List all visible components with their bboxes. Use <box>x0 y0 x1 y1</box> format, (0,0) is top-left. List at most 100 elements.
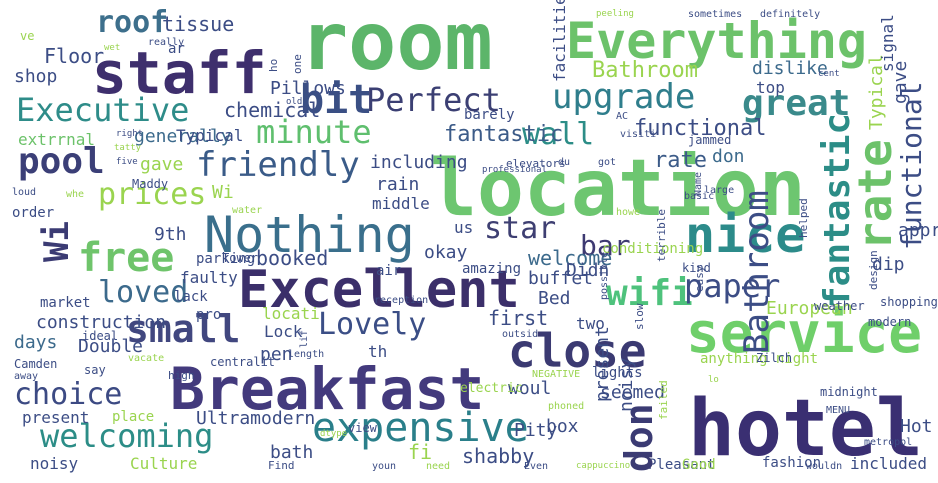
word-weather: elevators <box>506 157 566 170</box>
word-dtype: definitely <box>760 9 821 20</box>
word-phoned: jammed <box>688 133 732 147</box>
word-negative: helped <box>797 198 810 238</box>
word-possible: Maddy <box>132 177 169 191</box>
word-roo: lo <box>708 375 719 385</box>
word-youn: one <box>291 54 304 74</box>
word-excellent: Excellent <box>238 260 520 320</box>
word-barely: noisy <box>30 454 79 473</box>
word-pity: Double <box>78 336 144 357</box>
word-pro: buffet <box>528 268 594 289</box>
word-nothing: Nothing <box>204 206 415 264</box>
word-right: Find <box>268 459 295 472</box>
word-old: weather <box>814 299 865 313</box>
word-definitely: possible <box>599 251 610 300</box>
word-bath: Lock <box>264 322 303 341</box>
word-bar: bar <box>580 229 631 262</box>
word-outsid: sometimes <box>688 9 743 20</box>
word-location: location <box>430 144 806 234</box>
word-air: Hot <box>900 416 933 437</box>
word-easy: water <box>232 205 263 216</box>
word-minute: minute <box>256 113 372 151</box>
word-noisy: noisy <box>616 357 637 412</box>
word-everything: Everything <box>566 12 868 70</box>
word-adu: high <box>168 369 195 382</box>
word-bit: bit <box>300 77 373 123</box>
word-cappuccino: peeling <box>596 9 634 19</box>
word-one: lights <box>592 365 643 381</box>
word-pleasant: barely <box>464 107 515 123</box>
word-included: Ultramodern <box>196 408 316 429</box>
word-hot: fi <box>408 440 433 464</box>
word-sure: old <box>286 97 303 107</box>
word-two: booked <box>256 246 329 270</box>
word-bed: woul <box>508 378 552 399</box>
word-fashion: place <box>112 409 155 425</box>
word-bathroom: Bathroom <box>737 190 777 354</box>
word-friendly: friendly <box>196 145 360 185</box>
word-double: rain <box>376 174 420 195</box>
word-professional: NEGATIVE <box>532 369 581 380</box>
word-nice: nice <box>685 206 806 264</box>
word-welcoming: welcoming <box>40 417 214 455</box>
word-extrrnal: top <box>756 78 785 97</box>
word-including: tissue <box>162 12 235 36</box>
word-really: phoned <box>548 401 585 412</box>
word-locati: middle <box>372 194 430 213</box>
word-anything-night: kind <box>682 261 711 275</box>
word-hotel: hotel <box>688 384 923 474</box>
word-woul: faulty <box>180 268 238 287</box>
word-ac: reception <box>374 295 429 306</box>
word-culture: two <box>576 314 605 333</box>
word-market: conditioning <box>602 241 704 257</box>
word-ideal: anything night <box>700 351 819 367</box>
word-say: appreciated <box>898 220 938 241</box>
word-lif: visiti <box>620 129 657 140</box>
word-view: modern <box>868 315 912 329</box>
word-middle: shop <box>14 66 58 87</box>
word-camden: European <box>766 298 853 319</box>
word-whe: MENU <box>826 405 851 416</box>
word-th: welcome <box>528 246 613 270</box>
word-expensive: expensive <box>312 405 529 451</box>
word-rain: Floor <box>44 44 105 68</box>
word-prices: prices <box>98 177 207 212</box>
word-lock: outsid <box>502 329 539 340</box>
word-sometimes: slow <box>633 303 646 331</box>
word-mini: du <box>558 157 571 168</box>
word-pool: pool <box>18 141 105 182</box>
word-made: tatty <box>114 143 142 153</box>
word-lack: dip <box>872 254 905 275</box>
word-howe: midnight <box>820 385 878 399</box>
word-rate: rate <box>848 139 902 250</box>
word-menu: got <box>598 157 617 168</box>
word-european: bath <box>270 442 314 463</box>
word-booked: Typical <box>176 126 244 145</box>
word-name: right <box>116 129 144 139</box>
word-reviews: dtype <box>320 429 348 439</box>
word-roof: roof <box>96 5 169 40</box>
word-ultramodern: th <box>368 342 388 361</box>
word-okay: chemical <box>224 98 321 122</box>
word-water: wouldn <box>806 461 843 472</box>
word-wouldn: signal <box>878 14 897 72</box>
word-even: ho <box>267 58 280 72</box>
word-high: terrible <box>655 209 668 262</box>
word-choice: choice <box>14 377 123 412</box>
word-five: Even <box>524 461 549 472</box>
word-staff: staff <box>92 39 267 107</box>
word-seemed: construction <box>36 312 167 333</box>
word-free: free <box>78 235 175 281</box>
word-loud: metropol <box>864 437 913 448</box>
word-tatty: need <box>426 461 451 472</box>
word-tower: fashion <box>762 455 822 471</box>
word-lo: really <box>148 37 185 48</box>
word-cent: Zilch <box>756 351 793 365</box>
word-place: first <box>488 306 549 330</box>
word-lovely: Lovely <box>318 307 427 342</box>
word-construction: Wi <box>212 182 234 203</box>
word-zilch: ideal <box>82 329 119 343</box>
word-jammed: air <box>376 263 402 279</box>
word-kind: Bed <box>538 288 571 309</box>
word-close: close <box>508 324 647 378</box>
